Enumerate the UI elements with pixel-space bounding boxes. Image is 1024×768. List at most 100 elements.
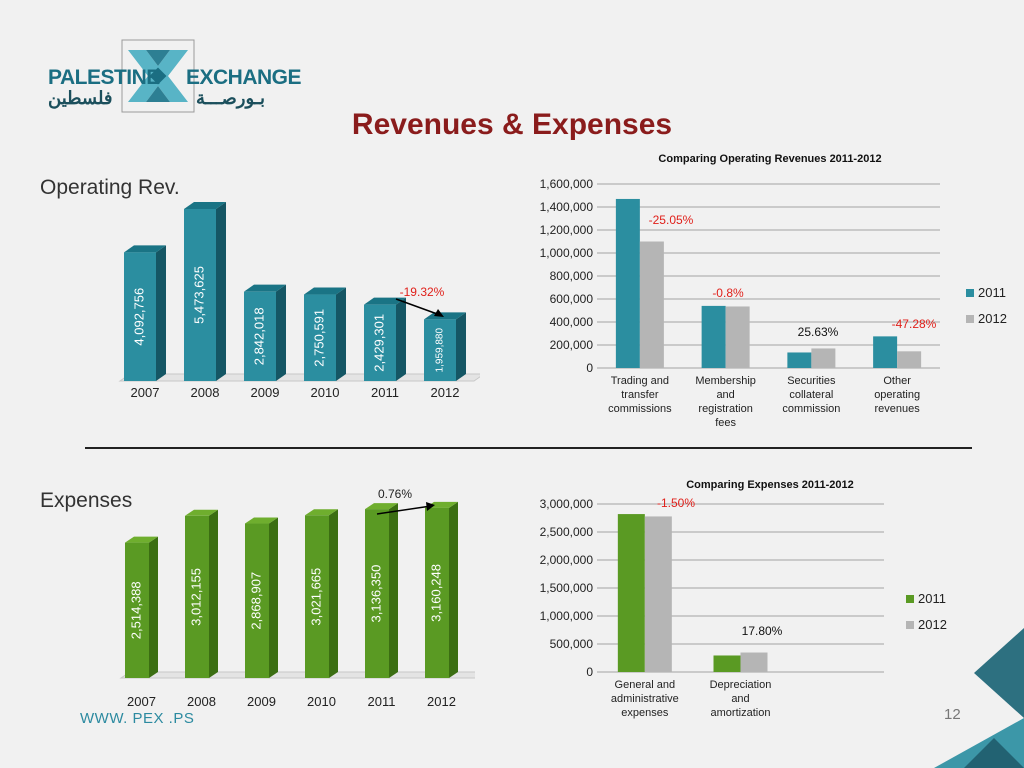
data-label: 2,842,018	[251, 307, 266, 365]
bar-side	[396, 297, 406, 381]
page-number: 12	[944, 706, 961, 723]
y-tick-label: 600,000	[550, 292, 594, 306]
percent-change-annotation: -19.32%	[400, 285, 445, 299]
data-label: 3,160,248	[428, 564, 443, 622]
bar	[125, 542, 149, 678]
data-label: 1,959,880	[435, 328, 446, 373]
x-tick-label: transfer	[621, 389, 659, 401]
x-tick-label: 2011	[368, 694, 396, 709]
bar	[425, 507, 449, 678]
bar-top	[244, 284, 286, 292]
bar	[245, 523, 269, 678]
x-tick-label: 2007	[127, 694, 156, 709]
percent-change-annotation: -1.50%	[657, 496, 695, 510]
bar	[713, 655, 741, 672]
expenses-label: Expenses	[40, 489, 133, 512]
percent-change-annotation: -25.05%	[649, 213, 694, 227]
x-tick-label: 2011	[371, 385, 399, 400]
legend-label: 2011	[918, 591, 946, 606]
bar	[364, 304, 396, 381]
bar-side	[449, 501, 458, 678]
y-tick-label: 1,600,000	[540, 177, 594, 191]
y-tick-label: 0	[586, 361, 593, 375]
legend-label: 2011	[978, 285, 1006, 300]
percent-change-annotation: -47.28%	[892, 317, 937, 331]
trend-arrow	[376, 505, 432, 515]
percent-change-annotation: 0.76%	[378, 487, 412, 501]
bar-top	[184, 201, 226, 209]
logo-arabic-exchange: بـورصـــة	[196, 88, 266, 108]
page-title: Revenues & Expenses	[351, 108, 673, 141]
x-tick-label: and	[731, 693, 749, 705]
logo-text-exchange: EXCHANGE	[186, 66, 302, 89]
bar-side	[269, 517, 278, 678]
expenses-compare-title: Comparing Expenses 2011-2012	[686, 479, 854, 491]
bar	[305, 515, 329, 678]
logo	[40, 36, 290, 116]
bar	[787, 352, 812, 368]
bar	[725, 306, 750, 368]
bar	[365, 509, 389, 678]
x-tick-label: 2009	[251, 385, 280, 400]
bar-top	[125, 536, 158, 543]
data-label: 3,012,155	[188, 568, 203, 626]
bar	[615, 198, 640, 368]
bar-top	[124, 245, 166, 253]
data-label: 2,750,591	[311, 309, 326, 367]
y-tick-label: 3,000,000	[540, 497, 594, 511]
x-tick-label: 2012	[427, 694, 456, 709]
y-tick-label: 200,000	[550, 338, 594, 352]
bar	[124, 252, 156, 381]
y-tick-label: 400,000	[550, 315, 594, 329]
data-label: 2,514,388	[128, 581, 143, 639]
bar	[424, 319, 456, 381]
data-label: 4,092,756	[131, 288, 146, 346]
operating-rev-chart: 4,092,756 2007 5,473,625 2008 2,842,018 2009 2…	[118, 201, 480, 400]
x-tick-label: 2007	[131, 385, 160, 400]
bar-side	[149, 536, 158, 678]
x-tick-label: revenues	[874, 403, 920, 415]
bar	[811, 348, 836, 368]
x-tick-label: 2010	[307, 694, 336, 709]
bar-side	[329, 509, 338, 678]
x-tick-label: commission	[782, 403, 840, 415]
bar-side	[456, 312, 466, 381]
y-tick-label: 2,000,000	[540, 553, 594, 567]
bar	[740, 652, 768, 672]
x-tick-label: 2012	[431, 385, 460, 400]
percent-change-annotation: 25.63%	[798, 325, 839, 339]
bar	[873, 336, 898, 368]
bar	[185, 515, 209, 678]
y-tick-label: 1,000,000	[540, 609, 594, 623]
footer-url[interactable]: WWW. PEX .PS	[80, 710, 195, 727]
operating-rev-label: Operating Rev.	[40, 176, 180, 199]
data-label: 3,021,665	[308, 568, 323, 626]
x-tick-label: 2009	[247, 694, 276, 709]
bar	[617, 514, 645, 672]
bar-top	[185, 509, 218, 516]
x-tick-label: Depreciation	[710, 679, 772, 691]
x-tick-label: expenses	[621, 707, 669, 719]
percent-change-annotation: 17.80%	[742, 624, 783, 638]
arrow-head-icon	[426, 502, 435, 511]
bar-top	[364, 297, 406, 305]
x-tick-label: 2008	[187, 694, 216, 709]
bar-top	[304, 287, 346, 295]
logo-arabic-palestine: فلسطين	[48, 88, 113, 108]
x-tick-label: and	[716, 389, 734, 401]
x-tick-label: Securities	[787, 375, 836, 387]
arrow-head-icon	[434, 309, 444, 317]
legend-label: 2012	[978, 311, 1007, 326]
x-tick-label: administrative	[611, 693, 679, 705]
x-tick-label: Other	[883, 375, 911, 387]
x-tick-label: commissions	[608, 403, 672, 415]
bar	[897, 351, 922, 368]
x-tick-label: General and	[615, 679, 676, 691]
bar	[644, 516, 672, 672]
bar-top	[305, 509, 338, 516]
oprev-compare-title: Comparing Operating Revenues 2011-2012	[658, 153, 882, 165]
bar-side	[389, 503, 398, 678]
data-label: 5,473,625	[191, 266, 206, 324]
bar-side	[276, 284, 286, 381]
data-label: 2,429,301	[371, 314, 386, 372]
